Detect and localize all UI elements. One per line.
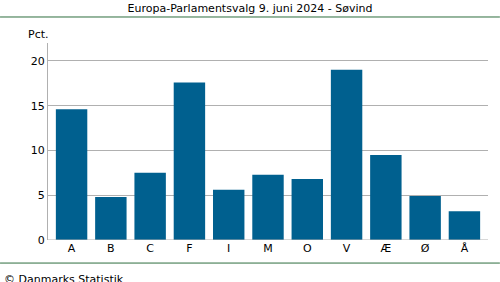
svg-text:0: 0: [38, 234, 45, 247]
svg-text:V: V: [343, 242, 351, 255]
svg-text:C: C: [146, 242, 154, 255]
svg-text:I: I: [227, 242, 230, 255]
svg-text:Ø: Ø: [421, 242, 430, 255]
svg-text:Europa-Parlamentsvalg 9. juni: Europa-Parlamentsvalg 9. juni 2024 - Søv…: [128, 2, 373, 15]
svg-text:Æ: Æ: [381, 242, 392, 255]
svg-text:Pct.: Pct.: [28, 28, 49, 41]
svg-text:© Danmarks Statistik: © Danmarks Statistik: [4, 273, 124, 282]
svg-text:5: 5: [38, 189, 45, 202]
svg-text:O: O: [303, 242, 312, 255]
svg-text:20: 20: [31, 55, 45, 68]
svg-text:M: M: [263, 242, 273, 255]
svg-text:10: 10: [31, 144, 45, 157]
svg-text:F: F: [186, 242, 192, 255]
svg-text:A: A: [68, 242, 76, 255]
svg-text:Å: Å: [461, 242, 469, 255]
svg-text:15: 15: [31, 100, 45, 113]
svg-text:B: B: [107, 242, 115, 255]
